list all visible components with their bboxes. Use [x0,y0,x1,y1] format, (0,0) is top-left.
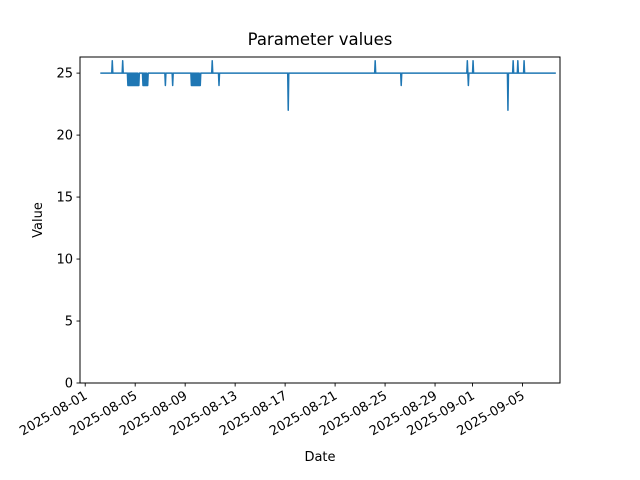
data-series-line [100,59,556,112]
y-tick-label: 25 [56,67,73,82]
y-axis-ticks: 0 5 10 15 20 25 [56,67,80,392]
y-tick-label: 20 [56,129,73,144]
x-axis-ticks: 2025-08-012025-08-052025-08-092025-08-13… [17,383,528,439]
plot-area [79,56,561,384]
y-tick-label: 10 [56,253,73,268]
chart-title: Parameter values [248,30,393,49]
y-tick-label: 15 [56,191,73,206]
x-axis-label: Date [304,450,335,465]
y-tick-label: 0 [65,377,73,392]
y-axis-label: Value [31,202,46,238]
y-tick-label: 5 [65,315,73,330]
